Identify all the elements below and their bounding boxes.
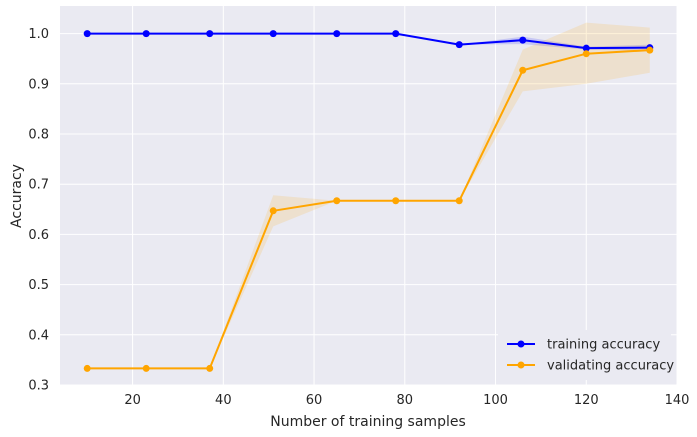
point-validating: [392, 197, 400, 205]
legend: training accuracy validating accuracy: [498, 330, 674, 380]
band-validating: [87, 22, 650, 369]
point-training: [519, 36, 527, 44]
legend-label-training: training accuracy: [547, 338, 660, 353]
line-training: [87, 32, 650, 50]
y-tick-label: 0.5: [28, 278, 49, 293]
point-training: [582, 44, 590, 52]
x-tick-label: 20: [124, 393, 141, 408]
point-training: [333, 30, 341, 38]
point-training: [206, 30, 214, 38]
y-tick-label: 0.3: [28, 379, 49, 394]
line-validating: [87, 49, 650, 370]
plot-area: [60, 6, 677, 385]
point-validating: [333, 197, 341, 205]
legend-marker-training: [517, 340, 525, 348]
point-validating: [206, 364, 214, 372]
point-training: [269, 30, 277, 38]
y-tick-label: 0.4: [28, 328, 49, 343]
point-training: [142, 30, 150, 38]
legend-label-validating: validating accuracy: [547, 359, 674, 374]
y-tick-label: 0.7: [28, 178, 49, 193]
x-tick-label: 120: [574, 393, 599, 408]
series-lines: [87, 32, 650, 370]
y-tick-label: 0.9: [28, 77, 49, 92]
point-validating: [582, 50, 590, 58]
point-training: [392, 30, 400, 38]
y-tick-labels: 0.3 0.4 0.5 0.6 0.7 0.8 0.9 1.0: [28, 27, 49, 393]
point-validating: [83, 364, 91, 372]
legend-box: [498, 330, 671, 380]
x-tick-label: 60: [306, 393, 323, 408]
point-validating: [455, 197, 463, 205]
x-tick-label: 80: [397, 393, 414, 408]
y-axis-label: Accuracy: [9, 164, 25, 228]
x-tick-labels: 20 40 60 80 100 120 140: [124, 393, 689, 408]
x-axis-label: Number of training samples: [270, 414, 466, 430]
y-tick-label: 1.0: [28, 27, 49, 42]
point-training: [83, 30, 91, 38]
point-validating: [269, 207, 277, 215]
x-tick-label: 40: [215, 393, 232, 408]
y-tick-label: 0.8: [28, 128, 49, 143]
point-validating: [519, 66, 527, 74]
legend-marker-validating: [517, 361, 525, 369]
x-tick-label: 140: [665, 393, 690, 408]
series-points: [83, 30, 654, 372]
point-training: [455, 41, 463, 49]
point-validating: [142, 364, 150, 372]
y-tick-label: 0.6: [28, 228, 49, 243]
x-tick-label: 100: [483, 393, 508, 408]
point-validating: [646, 46, 654, 54]
